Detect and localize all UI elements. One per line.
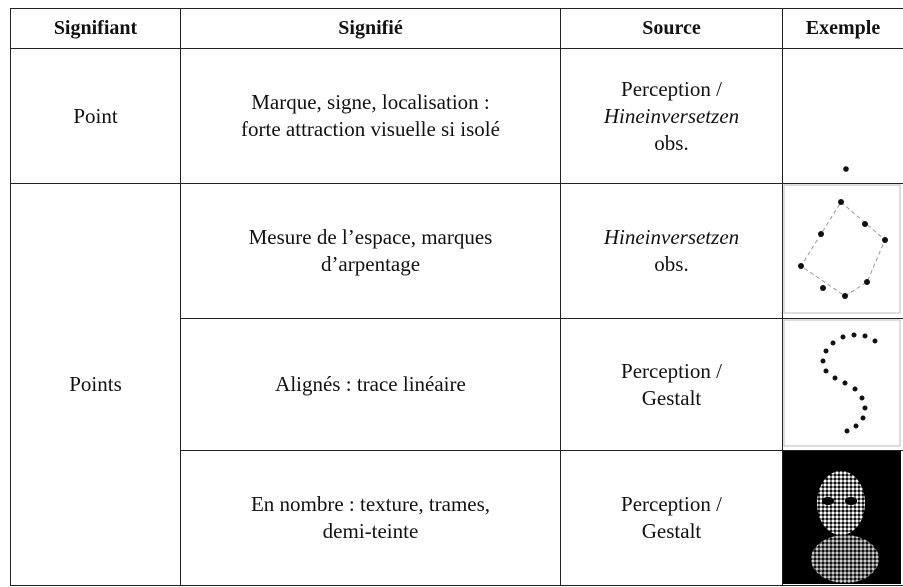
text-line: Gestalt	[641, 385, 702, 410]
halftone-face	[783, 451, 901, 584]
text-line: Alignés : trace linéaire	[275, 372, 466, 396]
signifie-cell: Marque, signe, localisation : forte attra…	[180, 48, 561, 184]
header-cell: Exemple	[782, 8, 903, 49]
dots	[820, 332, 878, 434]
signifie-cell: Mesure de l’espace, marques d’arpentage	[180, 183, 561, 319]
signifie-cell: En nombre : texture, trames, demi-teinte	[180, 450, 561, 586]
text-line: Mesure de l’espace, marques	[248, 225, 493, 249]
example-image	[843, 166, 849, 172]
source-cell: Perception / Hineinversetzen obs.	[560, 48, 783, 184]
header-cell: Signifiant	[10, 8, 181, 49]
header-row: Signifiant Signifié Source Exemple	[10, 8, 903, 49]
text-line: d’arpentage	[320, 252, 421, 276]
image-frame	[783, 184, 901, 314]
example-cell	[782, 318, 903, 451]
text-line: Hineinversetzen	[603, 225, 740, 249]
source-cell: Perception / Gestalt	[560, 318, 783, 451]
example-image	[783, 184, 901, 314]
example-cell	[782, 48, 903, 184]
image-frame	[783, 319, 901, 447]
row: En nombre : texture, trames, demi-teinte …	[11, 450, 903, 586]
dashed-outline	[800, 201, 886, 297]
dots	[798, 199, 888, 299]
text-line: forte attraction visuelle si isolé	[241, 117, 500, 141]
example-cell	[782, 183, 903, 319]
text-line: Marque, signe, localisation :	[251, 90, 490, 114]
dot	[843, 166, 849, 172]
text-line: demi-teinte	[322, 519, 419, 543]
table: Signifiant Signifié Source Exemple Point…	[10, 8, 903, 586]
source-cell: Perception / Gestalt	[560, 450, 783, 586]
header-cell: Signifié	[180, 8, 561, 49]
text-line: Perception /	[621, 76, 722, 101]
text-line: Hineinversetzen	[603, 103, 740, 128]
text-line: En nombre : texture, trames,	[250, 492, 491, 516]
row: Point Marque, signe, localisation : forte…	[10, 48, 903, 184]
text-line: Perception /	[621, 358, 722, 383]
signifiant-cell: Point	[10, 48, 181, 184]
signifie-cell: Alignés : trace linéaire	[180, 318, 561, 451]
signifiant-cell: Points	[10, 183, 181, 586]
example-image	[783, 319, 901, 447]
row: Points Mesure de l’espace, marques d’arpe…	[10, 183, 903, 586]
source-cell: Hineinversetzen obs.	[560, 183, 783, 319]
text-line: Perception /	[621, 492, 722, 516]
text-line: obs.	[654, 252, 689, 276]
header-cell: Source	[560, 8, 783, 49]
example-image	[783, 451, 901, 584]
text-line: obs.	[654, 130, 689, 155]
example-cell	[782, 450, 903, 586]
text-line: Gestalt	[641, 519, 702, 543]
